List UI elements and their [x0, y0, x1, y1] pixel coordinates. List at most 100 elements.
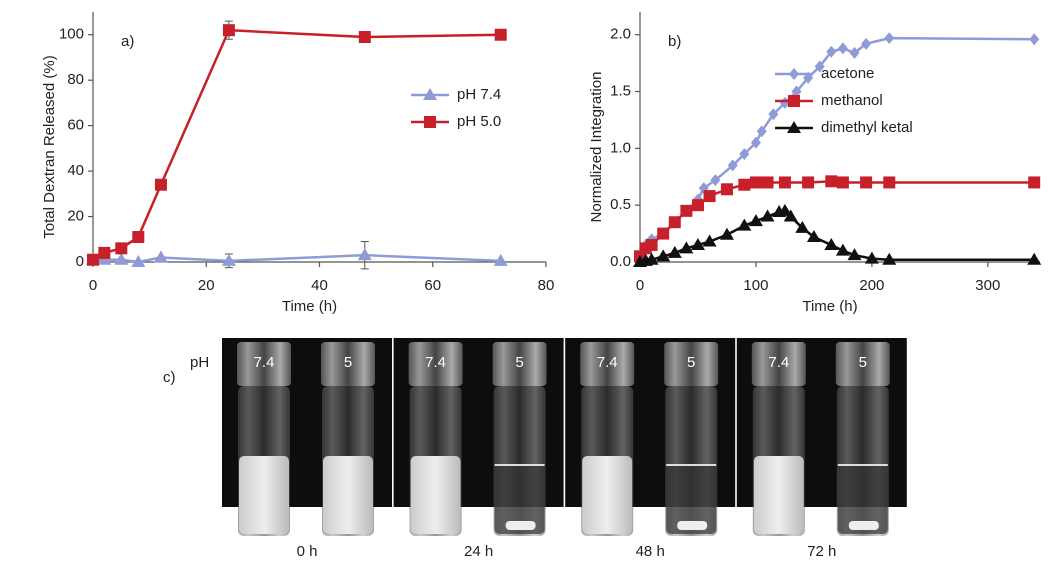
marker: [777, 203, 792, 216]
legend-label: pH 5.0: [457, 113, 501, 130]
marker: [644, 252, 659, 265]
x-axis-label: Time (h): [802, 298, 857, 315]
panel-label: c): [163, 369, 176, 386]
liquid: [837, 464, 888, 534]
marker: [884, 32, 895, 45]
marker: [1027, 252, 1042, 265]
x-tick-label: 80: [538, 277, 555, 294]
vial-cap: [237, 342, 291, 386]
x-tick-label: 100: [743, 277, 768, 294]
vial-cap: [492, 342, 547, 386]
vial-label: 5: [515, 354, 523, 371]
y-tick-label: 0.5: [610, 196, 631, 213]
marker: [656, 249, 671, 262]
marker: [358, 31, 371, 43]
marker: [837, 42, 848, 55]
x-tick-label: 60: [424, 277, 441, 294]
vial: 5: [835, 342, 890, 536]
marker: [847, 248, 862, 261]
marker: [806, 230, 821, 242]
marker: [98, 246, 111, 259]
legend-marker: [788, 95, 800, 107]
marker: [768, 108, 779, 121]
marker: [748, 214, 763, 227]
marker: [756, 125, 767, 138]
y-axis-label: Total Dextran Released (%): [41, 55, 58, 238]
vial: 5: [321, 342, 375, 536]
marker: [680, 204, 693, 217]
marker: [824, 237, 839, 250]
marker: [760, 209, 775, 222]
liquid: [410, 456, 461, 534]
data-line: [92, 28, 501, 261]
marker: [703, 190, 716, 203]
y-tick-label: 0: [76, 253, 84, 270]
marker: [153, 250, 168, 263]
time-label: 48 h: [636, 543, 665, 560]
series: [633, 203, 1042, 267]
vial-label: 7.4: [597, 354, 618, 371]
liquid: [494, 464, 545, 534]
vial-label: 7.4: [425, 354, 446, 371]
vial-label: 7.4: [768, 354, 789, 371]
marker: [710, 174, 721, 187]
liquid: [582, 456, 633, 534]
marker: [739, 148, 750, 161]
vial-cap: [751, 342, 806, 386]
data-line: [93, 253, 501, 264]
marker: [795, 220, 810, 233]
marker: [802, 176, 815, 189]
marker: [87, 253, 99, 266]
vial: 7.4: [408, 342, 463, 536]
marker: [783, 209, 798, 222]
liquid: [239, 456, 289, 534]
marker: [864, 251, 879, 264]
x-tick-label: 0: [636, 277, 644, 294]
vial-label: 7.4: [254, 354, 275, 371]
marker: [115, 242, 128, 255]
legend-marker: [424, 116, 436, 128]
legend-marker: [789, 68, 799, 80]
legend-marker: [423, 88, 437, 100]
panel-label: b): [668, 33, 681, 50]
marker: [882, 252, 897, 265]
liquid: [323, 456, 373, 534]
y-tick-label: 100: [59, 26, 84, 43]
marker: [131, 255, 146, 267]
marker: [645, 238, 658, 251]
marker: [883, 176, 896, 189]
legend-label: methanol: [821, 92, 883, 109]
ph-label: pH: [190, 354, 209, 371]
pellet: [505, 521, 536, 530]
legend-label: pH 7.4: [457, 86, 501, 103]
vial-label: 5: [344, 354, 352, 371]
vial: 7.4: [751, 342, 806, 536]
y-tick-label: 0.0: [610, 253, 631, 270]
marker: [132, 231, 145, 243]
series: [634, 175, 1041, 263]
marker: [750, 136, 761, 149]
vial: 7.4: [237, 342, 291, 536]
marker: [835, 243, 850, 256]
marker: [860, 176, 873, 189]
marker: [791, 85, 802, 98]
vial-cap: [321, 342, 375, 386]
marker: [814, 60, 825, 73]
liquid: [753, 456, 804, 534]
marker: [1029, 33, 1040, 46]
marker: [222, 24, 235, 37]
marker: [719, 227, 734, 240]
time-label: 24 h: [464, 543, 493, 560]
marker: [826, 45, 837, 58]
vial: 5: [492, 342, 547, 536]
time-label: 72 h: [807, 543, 836, 560]
marker: [761, 176, 774, 189]
legend-label: acetone: [821, 65, 874, 82]
y-tick-label: 1.0: [610, 139, 631, 156]
y-tick-label: 80: [67, 71, 84, 88]
marker: [738, 178, 751, 191]
y-tick-label: 1.5: [610, 83, 631, 100]
y-axis-label: Normalized Integration: [588, 72, 605, 223]
vial-cap: [835, 342, 890, 386]
pellet: [848, 521, 879, 530]
